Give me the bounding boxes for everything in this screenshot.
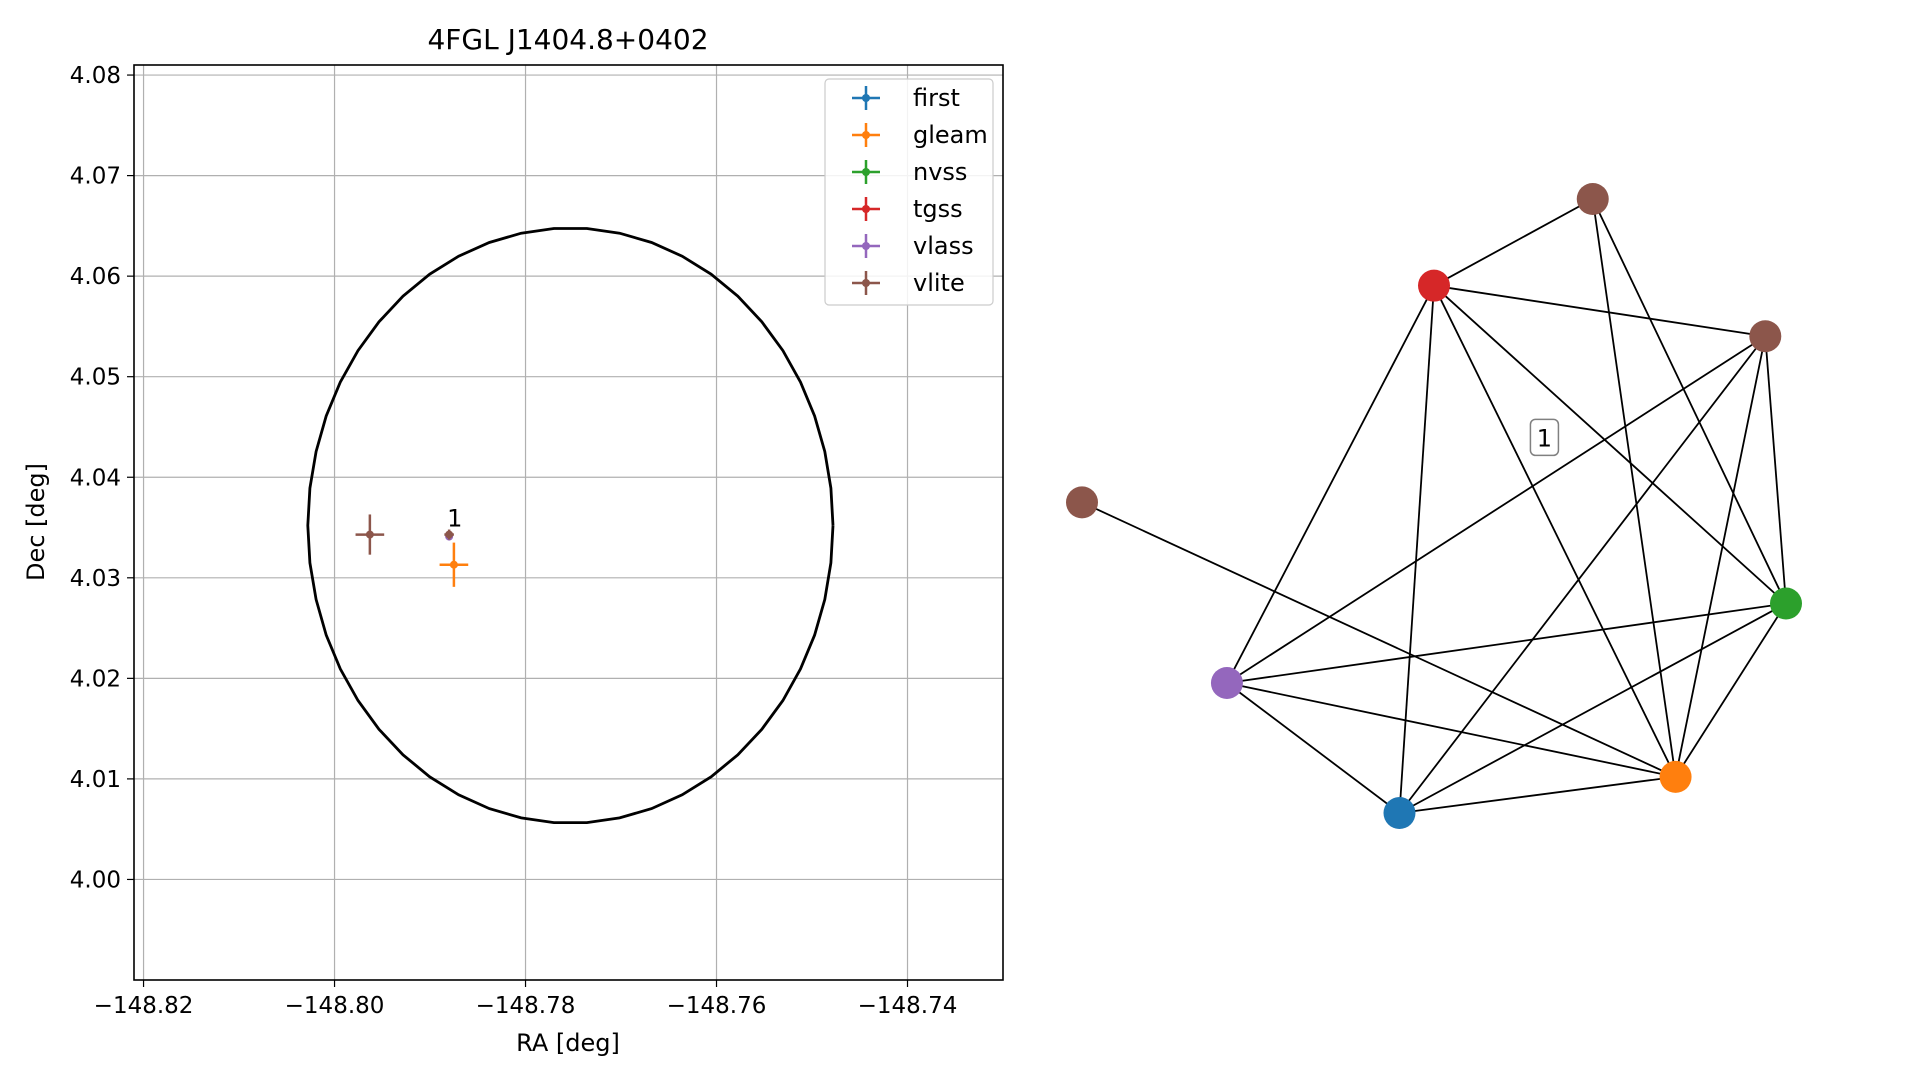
node-vlass [1210,666,1243,699]
network-label: 1 [1529,418,1560,457]
plot-frame [133,64,1004,981]
legend-entries: first gleam nvss tgss vlass vlite [852,84,988,297]
network-edges [1081,198,1787,814]
edge-tgss-vlite-a [1433,198,1594,287]
error-ellipse-layer [306,227,835,824]
node-gleam [1659,760,1692,793]
y-tick-label: 4.01 [70,767,121,793]
y-tick-label: 4.05 [70,365,121,391]
legend-marker-dot-vlass [862,242,870,250]
data-point-gleam [449,560,458,569]
data-points [355,514,469,587]
edge-vlite-a-nvss [1591,198,1787,604]
edge-nvss-first [1399,602,1787,814]
data-point-vlite [365,530,374,539]
edge-vlass-gleam [1226,682,1676,778]
edge-tgss-first [1398,285,1435,814]
node-vlite-a [1576,183,1609,215]
y-axis-label: Dec [deg] [22,463,50,581]
legend: first gleam nvss tgss vlass vlite [824,78,994,306]
edge-vlite-a-gleam [1591,198,1677,778]
edge-vlite-b-gleam [1674,336,1767,778]
legend-label-gleam: gleam [913,121,988,149]
annotations: 1 [447,505,462,533]
edge-tgss-gleam [1433,285,1677,778]
edge-vlite-b-vlass [1226,335,1766,684]
chart-title: 4FGL J1404.8+0402 [427,23,708,56]
network-nodes [1066,183,1802,829]
node-nvss [1770,587,1802,620]
x-tick-label: −148.78 [476,993,576,1019]
scatter-chart: −148.82 −148.80 −148.78 −148.76 −148.74 4.00 4… [22,23,1004,1057]
network-label-box [1529,418,1560,457]
edge-tgss-vlass [1226,285,1435,684]
y-tick-label: 4.07 [70,164,121,190]
x-axis-label: RA [deg] [516,1029,620,1057]
x-tick-label: −148.74 [858,993,958,1019]
x-tick-label: −148.82 [94,993,194,1019]
edge-vlite-b-nvss [1764,336,1787,604]
node-vlite-b [1749,320,1782,353]
legend-marker-dot-first [862,94,870,102]
y-tick-label: 4.03 [70,566,121,592]
edge-nvss-gleam [1674,603,1787,778]
legend-label-nvss: nvss [913,158,967,186]
data-point-vlite [445,530,454,539]
edge-vlite-b-first [1398,335,1767,814]
network-label-text: 1 [1537,424,1552,452]
edge-gleam-first [1399,775,1676,814]
y-tick-label: 4.00 [70,867,121,893]
point-annotation: 1 [447,505,462,533]
legend-box [824,78,994,306]
x-tick-label: −148.76 [667,993,767,1019]
edge-tgss-nvss [1433,285,1787,605]
legend-label-tgss: tgss [913,195,963,223]
x-tick-label: −148.80 [285,993,385,1019]
legend-label-first: first [913,84,960,112]
legend-label-vlass: vlass [913,232,974,260]
node-tgss [1418,269,1450,302]
y-tick-label: 4.06 [70,264,121,290]
y-tick-label: 4.04 [70,465,121,491]
legend-marker-dot-tgss [862,205,870,213]
edge-vlass-first [1226,682,1401,814]
axis-ticks: −148.82 −148.80 −148.78 −148.76 −148.74 4.00 4… [70,63,958,1019]
edge-tgss-vlite-b [1433,284,1766,338]
y-tick-label: 4.08 [70,63,121,89]
legend-label-vlite: vlite [913,269,965,297]
node-vlite-c [1066,486,1098,519]
network-graph: 1 [1066,183,1802,829]
y-tick-label: 4.02 [70,666,121,692]
error-ellipse [306,227,835,824]
node-first [1383,797,1416,829]
edge-vlite-c-gleam [1081,501,1676,778]
legend-marker-dot-nvss [862,168,870,176]
legend-marker-dot-gleam [862,131,870,139]
edge-nvss-vlass [1226,602,1787,684]
legend-marker-dot-vlite [862,279,870,287]
